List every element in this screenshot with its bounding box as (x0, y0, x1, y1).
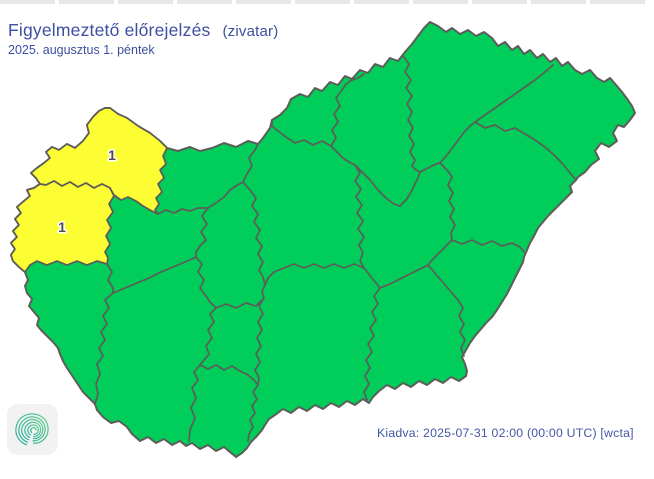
timebar-segment[interactable] (531, 0, 586, 4)
timebar-segment[interactable] (0, 0, 55, 4)
timebar-segment[interactable] (236, 0, 291, 4)
timebar-segment[interactable] (354, 0, 409, 4)
timebar-segment[interactable] (590, 0, 645, 4)
warning-level-label: 1 (58, 219, 66, 235)
timebar-segment[interactable] (295, 0, 350, 4)
county-vas[interactable] (10, 180, 115, 273)
issued-timestamp: Kiadva: 2025-07-31 02:00 (00:00 UTC) [wc… (377, 426, 634, 440)
timebar (0, 0, 654, 4)
timebar-segment[interactable] (118, 0, 173, 4)
country-hungary (10, 21, 636, 458)
timebar-segment[interactable] (177, 0, 232, 4)
warning-level-label: 1 (108, 147, 116, 163)
header: Figyelmeztető előrejelzés (zivatar) 2025.… (8, 20, 278, 58)
logo-spiral-icon (15, 413, 49, 446)
page-title: Figyelmeztető előrejelzés (8, 20, 211, 40)
timebar-segment[interactable] (472, 0, 527, 4)
forecast-date: 2025. augusztus 1. péntek (8, 43, 155, 58)
timebar-segment[interactable] (413, 0, 468, 4)
timebar-segment[interactable] (59, 0, 114, 4)
page-title-qualifier: (zivatar) (222, 23, 279, 40)
hungaromet-logo (7, 404, 58, 455)
logo-background (7, 404, 58, 455)
